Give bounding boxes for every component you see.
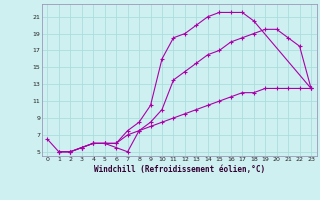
X-axis label: Windchill (Refroidissement éolien,°C): Windchill (Refroidissement éolien,°C) xyxy=(94,165,265,174)
